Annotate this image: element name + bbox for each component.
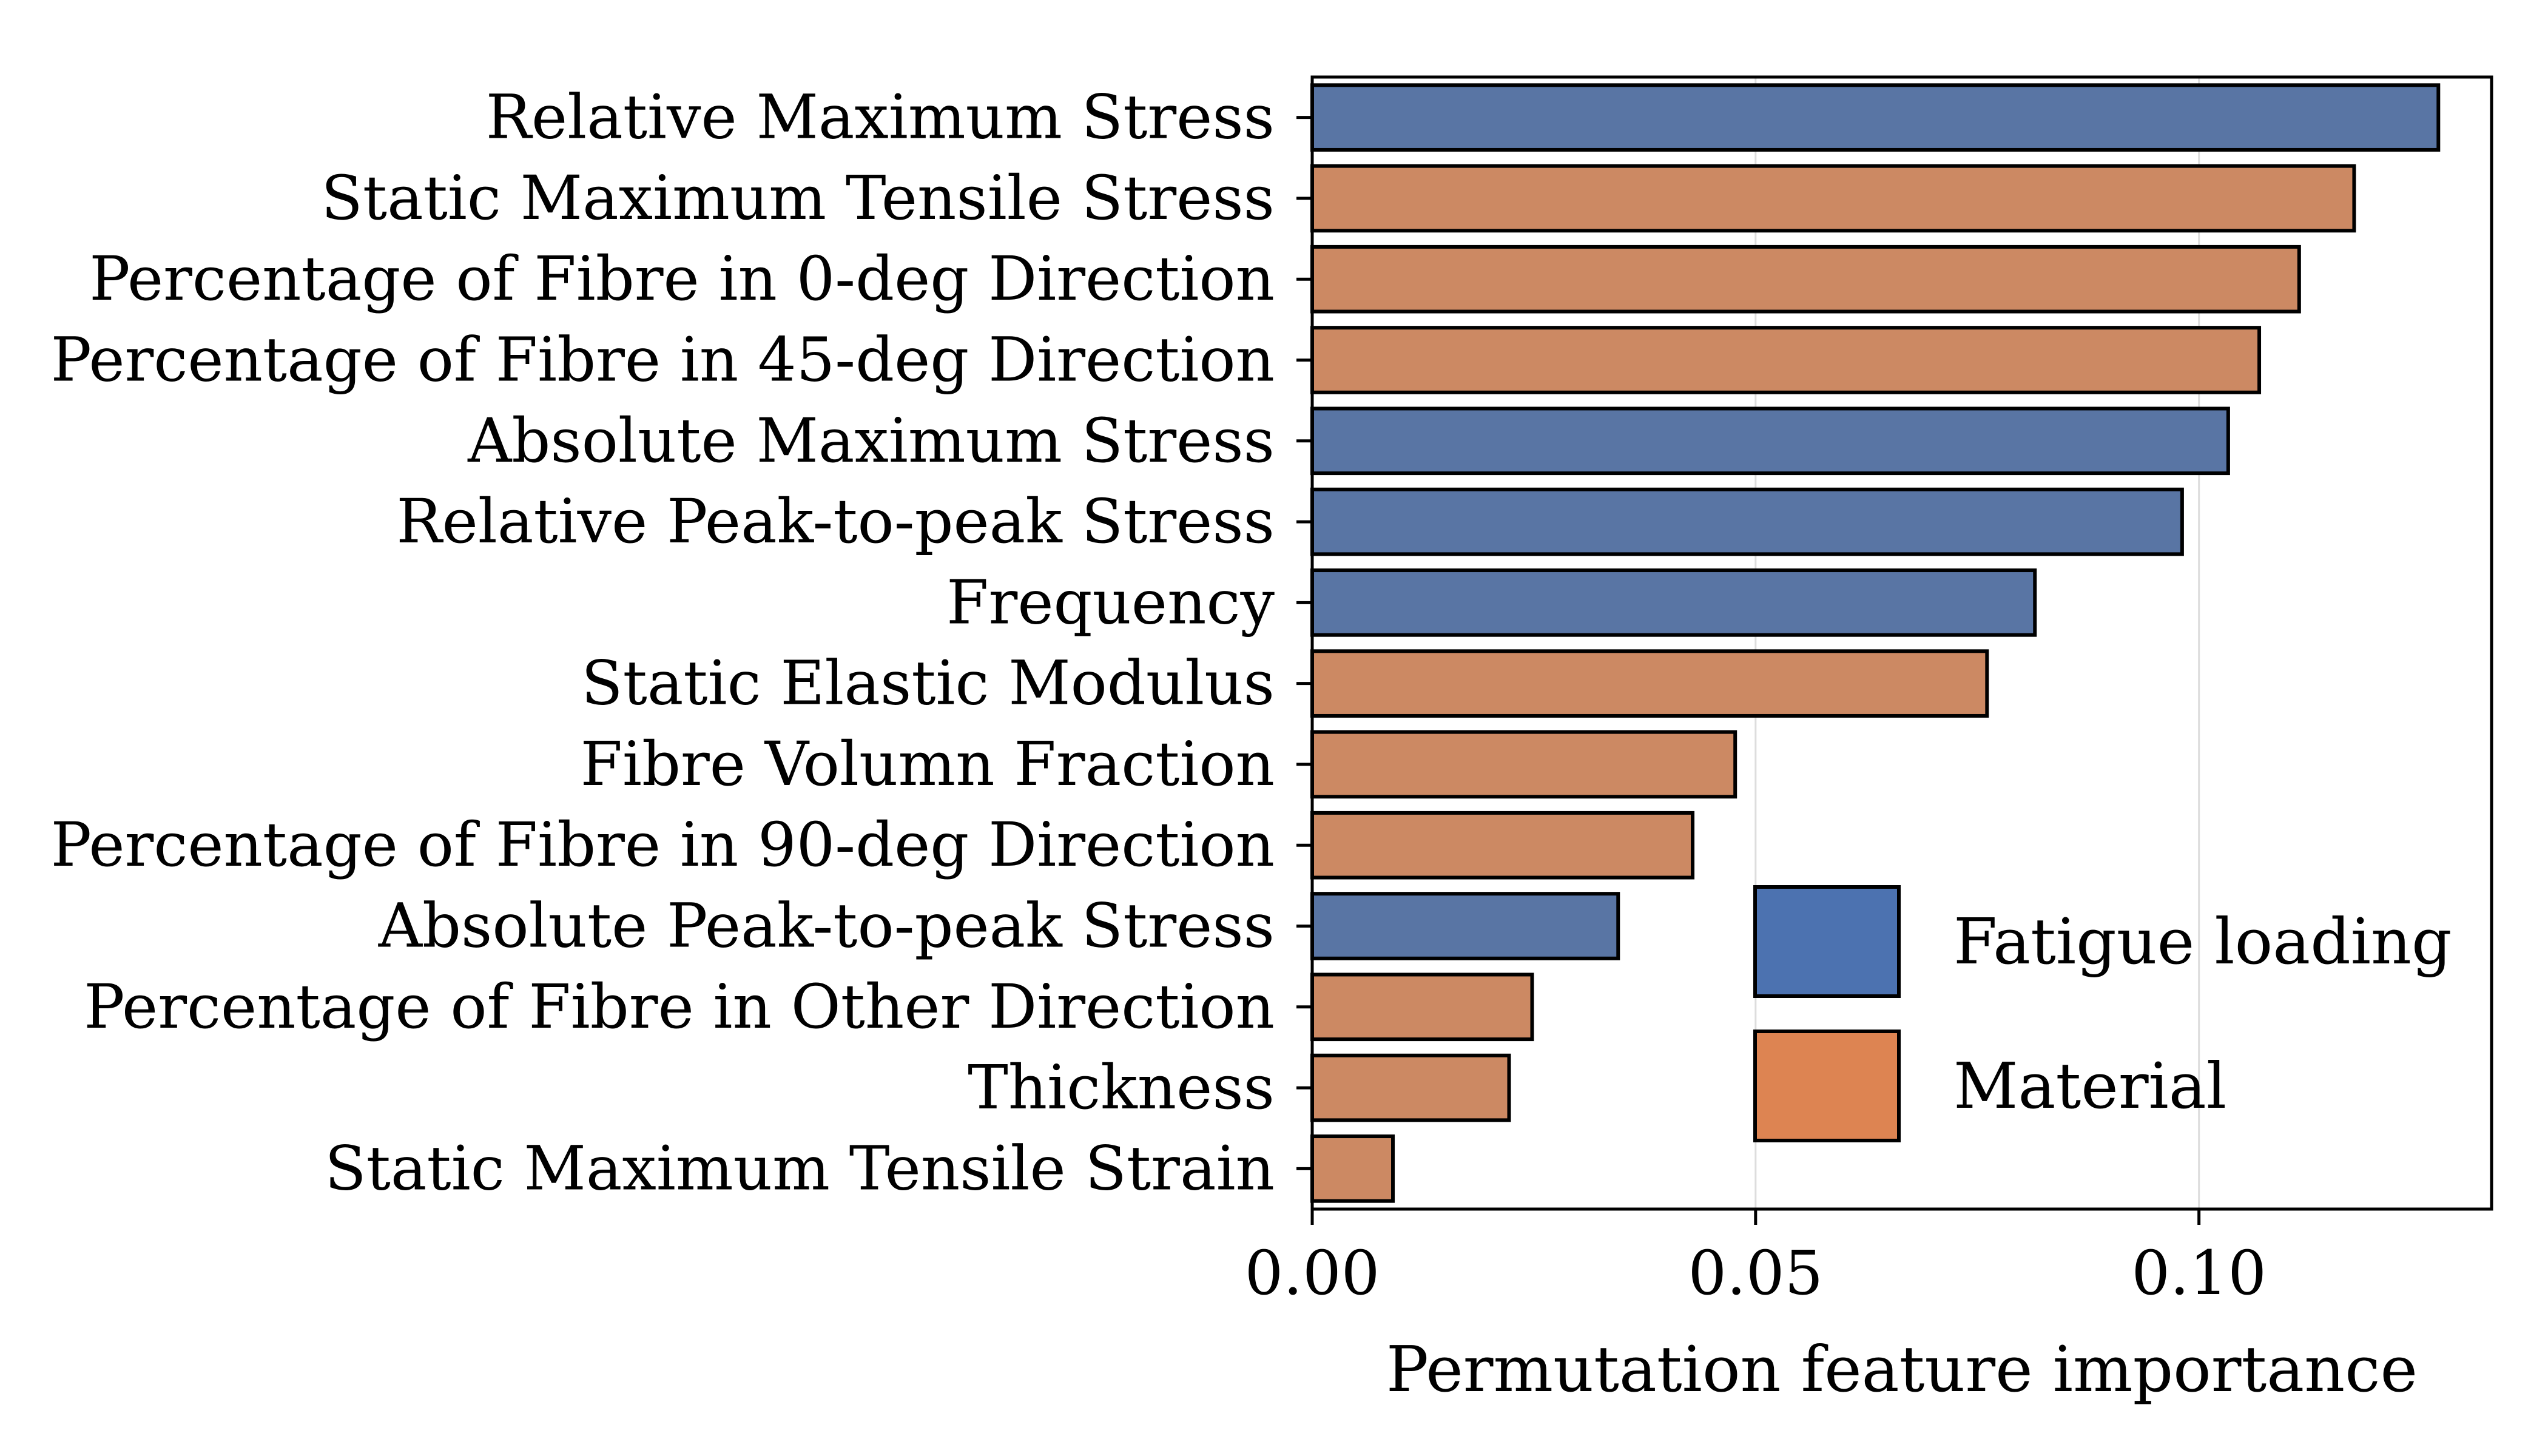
legend-label-1: Fatigue loading <box>1953 905 2452 979</box>
x-tick-label: 0.10 <box>2131 1238 2267 1309</box>
y-tick-label: Absolute Peak-to-peak Stress <box>378 891 1275 962</box>
bar-7 <box>1310 568 2037 637</box>
legend: Fatigue loading Material <box>1753 885 2452 1142</box>
y-tick-label: Frequency <box>946 567 1275 638</box>
plot-frame <box>1310 75 2493 1211</box>
legend-label-2: Material <box>1953 1049 2226 1123</box>
x-tick-label: 0.00 <box>1245 1238 1380 1309</box>
bar-11 <box>1310 892 1620 960</box>
bar-12 <box>1310 972 1534 1042</box>
y-tick-label: Relative Peak-to-peak Stress <box>396 486 1275 557</box>
bar-4 <box>1310 326 2262 394</box>
bar-5 <box>1310 406 2230 476</box>
y-tick-label: Static Maximum Tensile Strain <box>325 1133 1275 1204</box>
bar-14 <box>1310 1134 1395 1203</box>
y-axis-ticks: Relative Maximum Stress Static Maximum Te… <box>51 82 1312 1204</box>
y-tick-label: Absolute Maximum Stress <box>467 405 1275 476</box>
bar-6 <box>1310 487 2184 556</box>
y-tick-label: Static Elastic Modulus <box>581 648 1275 719</box>
y-tick-label: Fibre Volumn Fraction <box>581 729 1275 800</box>
bar-8 <box>1310 649 1989 718</box>
y-tick-label: Percentage of Fibre in 45-deg Direction <box>51 325 1275 396</box>
x-axis-label: Permutation feature importance <box>1386 1332 2418 1406</box>
y-tick-label: Percentage of Fibre in 0-deg Direction <box>89 243 1275 314</box>
y-tick-label: Percentage of Fibre in Other Direction <box>84 971 1275 1042</box>
bar-2 <box>1310 164 2356 233</box>
bar-10 <box>1310 811 1695 880</box>
bar-9 <box>1310 730 1737 799</box>
bar-13 <box>1310 1053 1511 1122</box>
legend-swatch-1 <box>1753 885 1901 998</box>
bar-1 <box>1310 83 2441 152</box>
bars <box>1310 83 2441 1203</box>
legend-swatch-2 <box>1753 1030 1901 1142</box>
x-tick-label: 0.05 <box>1688 1238 1823 1309</box>
y-tick-label: Percentage of Fibre in 90-deg Direction <box>51 809 1275 880</box>
x-axis-ticks: 0.00 0.05 0.10 <box>1245 1209 2267 1309</box>
y-tick-label: Thickness <box>968 1052 1275 1123</box>
bar-3 <box>1310 244 2301 314</box>
y-tick-label: Static Maximum Tensile Stress <box>321 163 1275 234</box>
y-tick-label: Relative Maximum Stress <box>486 82 1275 153</box>
